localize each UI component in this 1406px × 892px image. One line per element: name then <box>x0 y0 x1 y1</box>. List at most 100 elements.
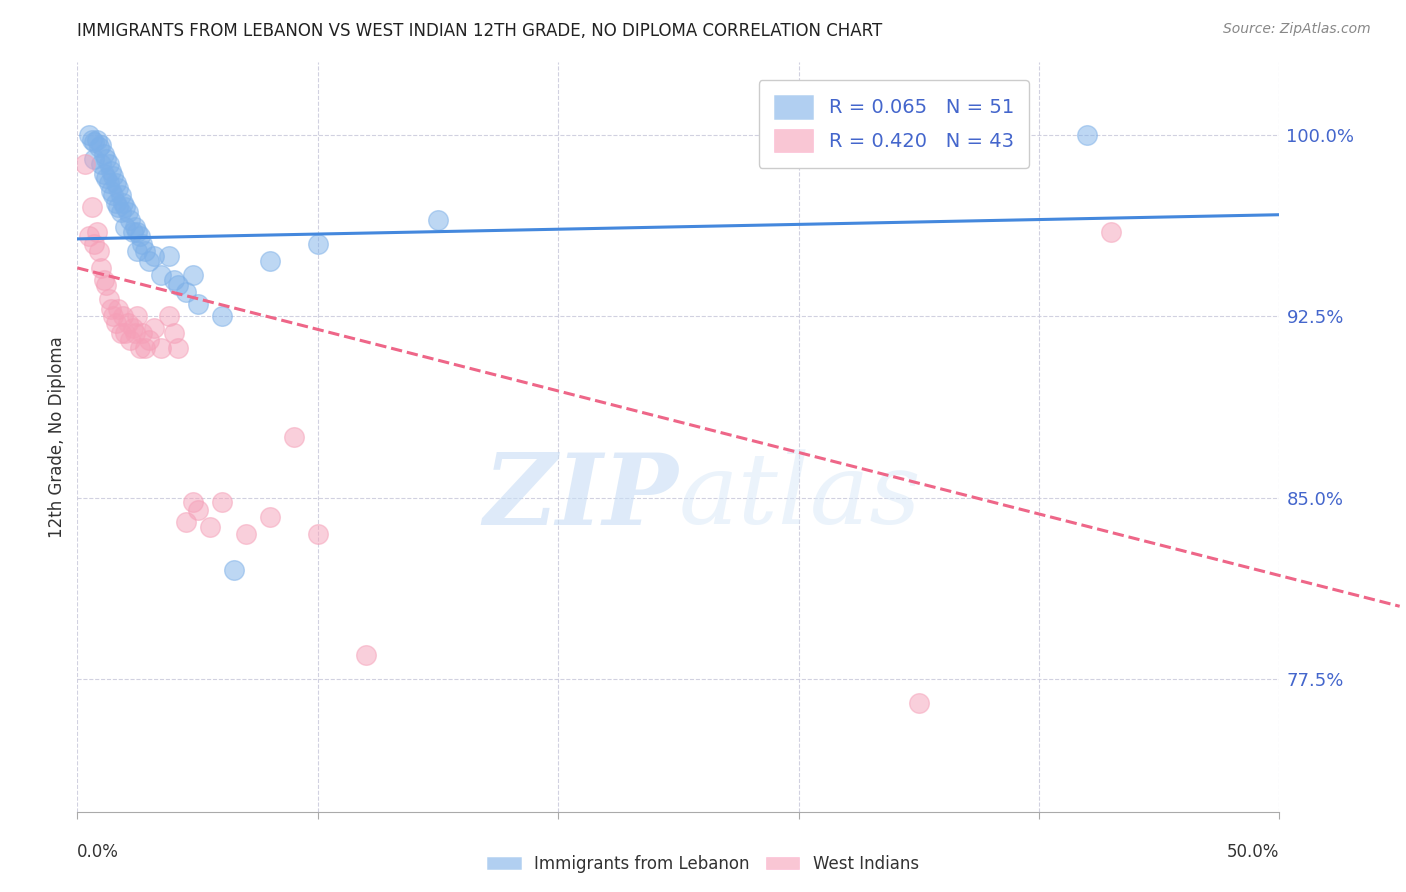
Point <box>73 157 96 171</box>
Point <box>181 268 204 282</box>
Point <box>87 244 110 258</box>
Point <box>124 326 146 340</box>
Point <box>97 176 120 190</box>
Point <box>79 229 101 244</box>
Text: IMMIGRANTS FROM LEBANON VS WEST INDIAN 12TH GRADE, NO DIPLOMA CORRELATION CHART: IMMIGRANTS FROM LEBANON VS WEST INDIAN 1… <box>77 22 883 40</box>
Point <box>1099 225 1122 239</box>
Point <box>90 137 112 152</box>
Point <box>83 152 105 166</box>
Point <box>100 164 122 178</box>
Point <box>120 212 142 227</box>
Point <box>107 301 129 316</box>
Text: ZIP: ZIP <box>484 449 679 545</box>
Point <box>117 205 139 219</box>
Point <box>111 310 134 324</box>
Point <box>307 236 329 251</box>
Point <box>110 188 132 202</box>
Point <box>114 201 136 215</box>
Point <box>104 176 127 190</box>
Point <box>104 195 127 210</box>
Point <box>235 526 257 541</box>
Point <box>128 341 150 355</box>
Point <box>83 236 105 251</box>
Legend: Immigrants from Lebanon, West Indians: Immigrants from Lebanon, West Indians <box>481 848 925 880</box>
Point <box>187 297 209 311</box>
Point <box>103 310 125 324</box>
Point <box>87 140 110 154</box>
Point <box>427 212 450 227</box>
Point <box>150 341 173 355</box>
Point <box>181 495 204 509</box>
Point <box>96 277 118 292</box>
Point <box>259 509 281 524</box>
Point <box>120 334 142 348</box>
Point <box>307 526 329 541</box>
Point <box>162 326 184 340</box>
Point <box>111 195 134 210</box>
Point <box>211 310 233 324</box>
Point <box>138 334 160 348</box>
Point <box>128 229 150 244</box>
Point <box>93 273 115 287</box>
Point <box>117 317 139 331</box>
Point <box>114 219 136 234</box>
Point <box>90 157 112 171</box>
Y-axis label: 12th Grade, No Diploma: 12th Grade, No Diploma <box>48 336 66 538</box>
Point <box>162 273 184 287</box>
Point <box>104 317 127 331</box>
Point <box>157 310 180 324</box>
Point <box>100 184 122 198</box>
Point <box>167 341 190 355</box>
Point <box>96 171 118 186</box>
Text: 50.0%: 50.0% <box>1227 843 1279 861</box>
Point <box>908 696 931 710</box>
Point <box>174 515 197 529</box>
Point <box>259 253 281 268</box>
Point <box>83 135 105 149</box>
Point <box>97 157 120 171</box>
Point <box>143 321 166 335</box>
Point <box>86 225 108 239</box>
Point <box>143 249 166 263</box>
Point <box>131 326 153 340</box>
Point <box>211 495 233 509</box>
Point <box>96 152 118 166</box>
Text: 0.0%: 0.0% <box>77 843 120 861</box>
Point <box>131 236 153 251</box>
Point <box>90 260 112 275</box>
Point <box>283 430 305 444</box>
Point <box>80 201 103 215</box>
Point <box>80 133 103 147</box>
Point <box>97 293 120 307</box>
Point <box>103 188 125 202</box>
Point <box>124 219 146 234</box>
Point <box>127 244 149 258</box>
Point <box>1076 128 1098 142</box>
Point <box>167 277 190 292</box>
Point <box>157 249 180 263</box>
Point <box>121 321 143 335</box>
Point <box>134 244 156 258</box>
Point <box>93 147 115 161</box>
Point <box>110 205 132 219</box>
Point <box>174 285 197 299</box>
Point <box>138 253 160 268</box>
Point <box>127 310 149 324</box>
Legend: R = 0.065   N = 51, R = 0.420   N = 43: R = 0.065 N = 51, R = 0.420 N = 43 <box>758 79 1029 168</box>
Text: Source: ZipAtlas.com: Source: ZipAtlas.com <box>1223 22 1371 37</box>
Point <box>107 201 129 215</box>
Point <box>187 502 209 516</box>
Point <box>222 563 245 577</box>
Point <box>134 341 156 355</box>
Point <box>107 181 129 195</box>
Point <box>110 326 132 340</box>
Point <box>150 268 173 282</box>
Point <box>79 128 101 142</box>
Point <box>121 225 143 239</box>
Point <box>93 167 115 181</box>
Point <box>354 648 377 662</box>
Point <box>100 301 122 316</box>
Point <box>86 133 108 147</box>
Point <box>103 169 125 183</box>
Point <box>127 225 149 239</box>
